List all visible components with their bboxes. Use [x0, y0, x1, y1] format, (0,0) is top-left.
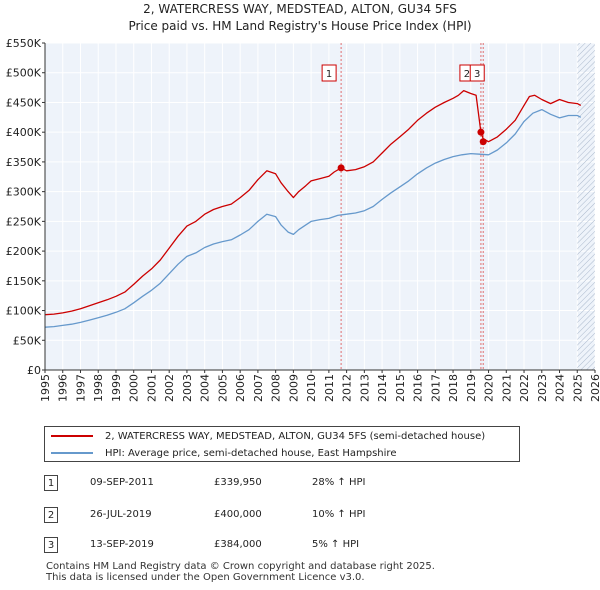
- x-tick-label: 2017: [429, 374, 442, 402]
- y-tick-label: £450K: [6, 96, 42, 109]
- x-tick-label: 2014: [376, 374, 389, 402]
- x-tick-label: 2003: [181, 374, 194, 402]
- x-tick-label: 2012: [341, 374, 354, 402]
- x-tick-label: 2009: [287, 374, 300, 402]
- y-tick-label: £250K: [6, 215, 42, 228]
- x-tick-label: 2002: [163, 374, 176, 402]
- y-tick-label: £400K: [6, 126, 42, 139]
- chart-legend: 2, WATERCRESS WAY, MEDSTEAD, ALTON, GU34…: [44, 426, 520, 462]
- x-tick-label: 2026: [589, 374, 600, 402]
- y-tick-label: £500K: [6, 67, 42, 80]
- series-line-property: [44, 89, 582, 316]
- sale-marker-label: 1: [326, 69, 332, 80]
- sale-point: [477, 128, 485, 136]
- y-tick-label: £550K: [6, 37, 42, 50]
- x-tick-label: 2001: [145, 374, 158, 402]
- sale-marker-box: [321, 64, 337, 82]
- chart-title: 2, WATERCRESS WAY, MEDSTEAD, ALTON, GU34…: [143, 2, 457, 16]
- legend-label-property: 2, WATERCRESS WAY, MEDSTEAD, ALTON, GU34…: [105, 430, 486, 442]
- x-tick-label: 1995: [39, 374, 52, 402]
- x-tick-label: 1999: [110, 374, 123, 402]
- sale-number: 1: [44, 475, 58, 491]
- y-tick-label: £200K: [6, 245, 42, 258]
- chart-subtitle: Price paid vs. HM Land Registry's House …: [128, 19, 472, 33]
- sale-marker-label: 3: [474, 69, 480, 80]
- sale-hpi-diff: 5% ↑ HPI: [312, 539, 360, 550]
- x-tick-label: 2020: [483, 374, 496, 402]
- sales-row: 3 13-SEP-2019 £384,000 5% ↑ HPI: [44, 537, 504, 555]
- sale-marker-box: [469, 64, 485, 82]
- x-tick-label: 2013: [358, 374, 371, 402]
- legend-item-hpi: HPI: Average price, semi-detached house,…: [51, 446, 396, 460]
- x-tick-label: 2016: [412, 374, 425, 402]
- plot-background: [45, 43, 595, 370]
- sale-date: 26-JUL-2019: [90, 509, 152, 520]
- legend-item-property: 2, WATERCRESS WAY, MEDSTEAD, ALTON, GU34…: [51, 429, 485, 443]
- x-tick-label: 2018: [447, 374, 460, 402]
- sales-row: 2 26-JUL-2019 £400,000 10% ↑ HPI: [44, 507, 504, 525]
- x-tick-label: 1997: [74, 374, 87, 402]
- sale-date: 13-SEP-2019: [90, 539, 154, 550]
- y-tick-label: £50K: [13, 334, 42, 347]
- sale-hpi-diff: 10% ↑ HPI: [312, 509, 366, 520]
- sales-row: 1 09-SEP-2011 £339,950 28% ↑ HPI: [44, 475, 504, 493]
- x-tick-label: 2011: [323, 374, 336, 402]
- x-tick-label: 2007: [252, 374, 265, 402]
- sale-marker-label: 2: [464, 69, 470, 80]
- x-tick-label: 2008: [270, 374, 283, 402]
- x-tick-label: 2015: [394, 374, 407, 402]
- x-tick-label: 1998: [92, 374, 105, 402]
- sale-point: [337, 164, 345, 172]
- x-tick-label: 2021: [500, 374, 513, 402]
- sale-hpi-diff: 28% ↑ HPI: [312, 477, 366, 488]
- x-tick-label: 2004: [199, 374, 212, 402]
- y-tick-label: £350K: [6, 156, 42, 169]
- x-tick-label: 1996: [57, 374, 70, 402]
- sale-date: 09-SEP-2011: [90, 477, 154, 488]
- y-tick-label: £150K: [6, 275, 42, 288]
- legend-swatch-hpi: [51, 452, 93, 454]
- footer-licence: This data is licensed under the Open Gov…: [46, 572, 365, 583]
- y-tick-label: £300K: [6, 186, 42, 199]
- x-tick-label: 2019: [465, 374, 478, 402]
- x-tick-label: 2025: [571, 374, 584, 402]
- x-tick-label: 2022: [518, 374, 531, 402]
- sale-number: 3: [44, 537, 58, 553]
- sale-point: [479, 138, 487, 146]
- x-tick-label: 2005: [216, 374, 229, 402]
- x-tick-label: 2000: [128, 374, 141, 402]
- x-tick-label: 2023: [536, 374, 549, 402]
- legend-label-hpi: HPI: Average price, semi-detached house,…: [105, 447, 397, 459]
- sale-number: 2: [44, 507, 58, 523]
- x-tick-label: 2010: [305, 374, 318, 402]
- legend-swatch-property: [51, 435, 93, 437]
- series-line-hpi: [44, 108, 582, 328]
- sale-price: £400,000: [214, 509, 262, 520]
- price-chart: 1 2 3 £0 £50K £100K £150K £200K £250K £300K £350K £…: [6, 37, 600, 402]
- sale-price: £339,950: [214, 477, 262, 488]
- forecast-hatch: [577, 43, 595, 370]
- x-tick-label: 2024: [554, 374, 567, 402]
- sale-price: £384,000: [214, 539, 262, 550]
- footer-copyright: Contains HM Land Registry data © Crown c…: [46, 561, 435, 572]
- x-tick-label: 2006: [234, 374, 247, 402]
- y-tick-label: £100K: [6, 305, 42, 318]
- y-tick-label: £0: [27, 364, 41, 377]
